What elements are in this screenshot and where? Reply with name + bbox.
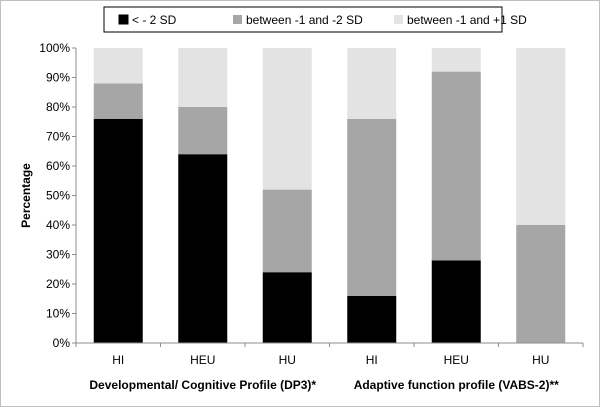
bar-segment xyxy=(431,260,481,343)
legend-label: < - 2 SD xyxy=(132,13,177,27)
y-tick-label: 20% xyxy=(46,277,70,291)
x-tick-label: HEU xyxy=(190,353,215,367)
legend-label: between -1 and -2 SD xyxy=(246,13,363,27)
group-label: Developmental/ Cognitive Profile (DP3)* xyxy=(89,378,316,392)
bar-segment xyxy=(178,48,228,107)
y-tick-label: 50% xyxy=(46,189,70,203)
bar-segment xyxy=(178,154,228,343)
legend-swatch xyxy=(394,15,403,24)
x-tick-label: HEU xyxy=(444,353,469,367)
bar-segment xyxy=(347,295,397,343)
legend-swatch xyxy=(118,14,129,25)
y-tick-label: 80% xyxy=(46,100,70,114)
y-tick-label: 30% xyxy=(46,248,70,262)
bar-segment xyxy=(347,118,397,296)
y-tick-label: 70% xyxy=(46,130,70,144)
y-tick-label: 10% xyxy=(46,307,70,321)
bar-segment xyxy=(93,83,143,119)
bar-segment xyxy=(262,48,312,190)
x-tick-label: HI xyxy=(112,353,124,367)
legend-swatch xyxy=(233,15,242,24)
bar-segment xyxy=(178,107,228,155)
bar-segment xyxy=(431,71,481,261)
bar-segment xyxy=(431,48,481,72)
bar-segment xyxy=(262,189,312,273)
bar-segment xyxy=(347,48,397,119)
legend-box xyxy=(103,6,503,33)
x-tick-label: HU xyxy=(532,353,549,367)
bar-segment xyxy=(93,118,143,343)
y-tick-label: 60% xyxy=(46,159,70,173)
y-axis-label: Percentage xyxy=(19,163,33,228)
bar-segment xyxy=(516,48,566,225)
legend-label: between -1 and +1 SD xyxy=(407,13,527,27)
y-tick-label: 40% xyxy=(46,218,70,232)
bar-segment xyxy=(262,272,312,343)
y-tick-label: 0% xyxy=(53,336,71,350)
group-label: Adaptive function profile (VABS-2)** xyxy=(354,378,559,392)
x-tick-label: HI xyxy=(366,353,378,367)
bar-segment xyxy=(516,225,566,343)
y-tick-label: 90% xyxy=(46,71,70,85)
y-tick-label: 100% xyxy=(39,41,70,55)
x-tick-label: HU xyxy=(279,353,296,367)
bar-segment xyxy=(93,48,143,84)
